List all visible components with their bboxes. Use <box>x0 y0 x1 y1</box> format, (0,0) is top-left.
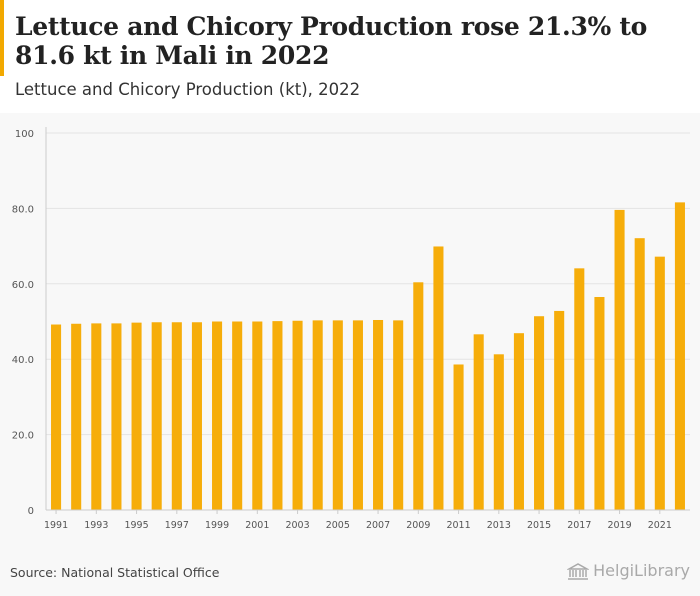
y-tick-label: 40.0 <box>12 355 34 366</box>
bar-1995 <box>131 322 142 510</box>
bar-2016 <box>554 310 565 510</box>
y-tick-label: 80.0 <box>12 204 34 215</box>
x-tick-label: 2001 <box>245 520 269 531</box>
bar-2019 <box>614 209 625 510</box>
bar-2003 <box>292 320 303 510</box>
x-tick-label: 2021 <box>648 520 672 531</box>
library-building-icon <box>567 562 590 580</box>
bar-chart: 0 20.0 40.0 60.0 80.0 100 1991 1993 1995 1997 1999… <box>12 127 690 531</box>
bar-2014 <box>513 333 524 510</box>
y-tick-label: 20.0 <box>12 431 34 442</box>
bar-1998 <box>191 322 202 510</box>
bar-2011 <box>453 364 464 510</box>
chart-subtitle: Lettuce and Chicory Production (kt), 202… <box>15 80 361 99</box>
bar-2004 <box>312 320 323 510</box>
helgi-library-logo: HelgiLibrary <box>567 561 690 580</box>
bar-2017 <box>574 268 585 510</box>
bar-2007 <box>373 319 384 510</box>
x-tick-label: 2007 <box>366 520 390 531</box>
y-tick-label: 0 <box>28 506 34 517</box>
bar-2021 <box>654 256 665 510</box>
x-tick-label: 1997 <box>165 520 189 531</box>
x-tick-label: 1993 <box>84 520 108 531</box>
x-tick-label: 2017 <box>567 520 591 531</box>
x-tick-label: 2013 <box>487 520 511 531</box>
y-tick-label: 60.0 <box>12 280 34 291</box>
bar-1993 <box>91 323 102 510</box>
bar-1999 <box>212 321 223 510</box>
x-tick-label: 2019 <box>607 520 631 531</box>
x-tick-label: 2005 <box>326 520 350 531</box>
x-tick-label: 2009 <box>406 520 430 531</box>
x-tick-label: 1991 <box>44 520 68 531</box>
chart-title: Lettuce and Chicory Production rose 21.3… <box>15 12 648 70</box>
bar-2009 <box>413 282 424 510</box>
bar-2012 <box>473 334 484 510</box>
bar-2006 <box>352 320 363 510</box>
bar-1991 <box>51 324 62 510</box>
bar-2000 <box>232 321 243 510</box>
x-tick-label: 2011 <box>446 520 470 531</box>
title-accent-bar <box>0 0 4 76</box>
bar-2015 <box>534 316 545 510</box>
bar-2005 <box>332 320 343 510</box>
bar-1996 <box>151 322 162 510</box>
bar-2008 <box>393 320 404 510</box>
logo-text: HelgiLibrary <box>593 561 690 580</box>
x-tick-label: 2015 <box>527 520 551 531</box>
bar-1994 <box>111 323 122 510</box>
bar-2020 <box>634 238 645 511</box>
x-tick-label: 2003 <box>285 520 309 531</box>
source-note: Source: National Statistical Office <box>10 565 220 580</box>
bar-2022 <box>674 202 685 511</box>
bar-2013 <box>493 354 504 510</box>
bar-2018 <box>594 296 605 510</box>
x-tick-label: 1995 <box>124 520 148 531</box>
bar-1992 <box>71 323 82 510</box>
bar-2001 <box>252 321 263 510</box>
y-tick-label: 100 <box>15 129 34 140</box>
bar-1997 <box>171 322 182 510</box>
bar-2002 <box>272 321 283 510</box>
x-tick-label: 1999 <box>205 520 229 531</box>
bar-2010 <box>433 246 444 511</box>
